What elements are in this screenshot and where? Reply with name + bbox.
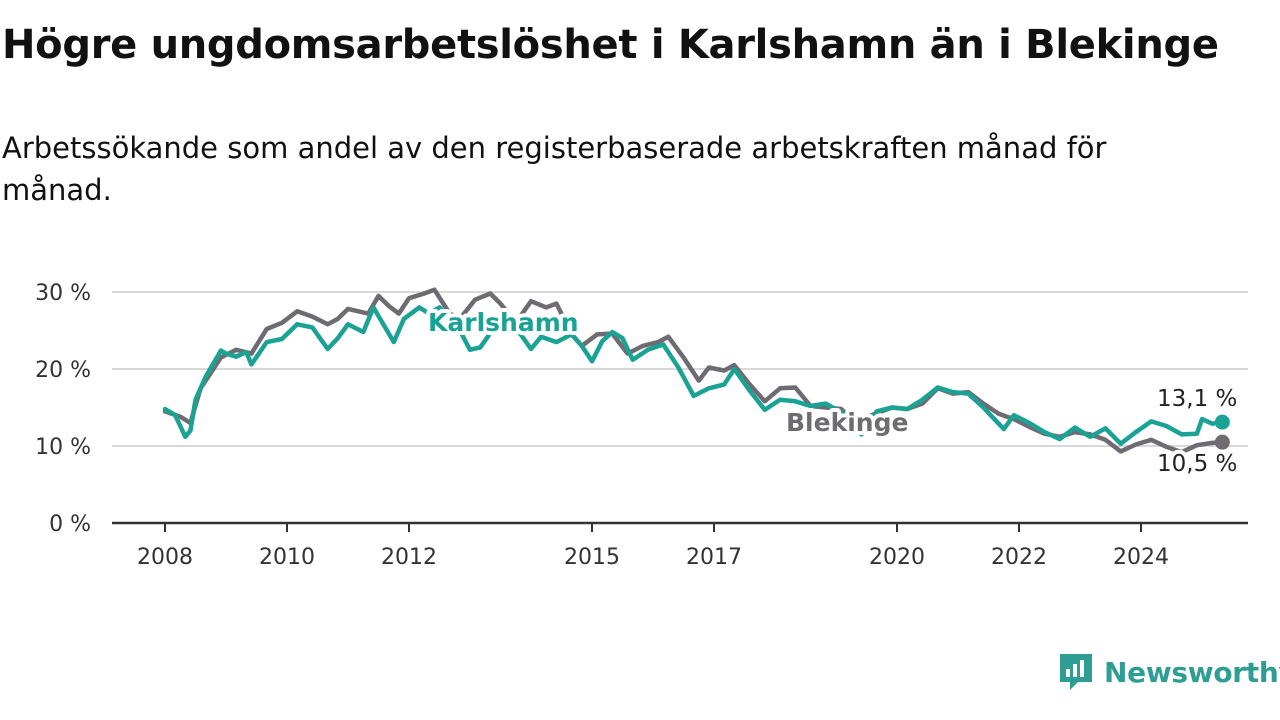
chart-title: Högre ungdomsarbetslöshet i Karlshamn än… (2, 22, 1219, 68)
x-tick-label: 2020 (869, 545, 925, 570)
x-tick-label: 2010 (259, 545, 315, 570)
newsworthy-logo-icon (1060, 654, 1092, 690)
y-tick-label: 0 % (49, 512, 91, 537)
series-lines (162, 287, 1230, 455)
end-point-blekinge (1214, 434, 1230, 450)
x-tick-label: 2017 (686, 545, 742, 570)
series-line-blekinge (162, 287, 1225, 455)
end-value-label-karlshamn: 13,1 % (1157, 386, 1237, 412)
x-tick-label: 2024 (1113, 545, 1169, 570)
x-tick-label: 2008 (137, 545, 193, 570)
newsworthy-brand: Newsworthy (1058, 652, 1280, 692)
chart-subtitle: Arbetssökande som andel av den registerb… (2, 131, 1107, 207)
series-label-blekinge: Blekinge (786, 408, 908, 437)
x-tick-label: 2012 (381, 545, 437, 570)
inline-labels: Karlshamn Blekinge 13,1 % 10,5 % (424, 304, 1241, 481)
series-label-karlshamn: Karlshamn (428, 308, 579, 337)
y-tick-label: 10 % (35, 435, 91, 460)
series-line-karlshamn (162, 305, 1225, 446)
x-tick-label: 2022 (991, 545, 1047, 570)
y-tick-label: 30 % (35, 281, 91, 306)
axes: 0 % 10 % 20 % 30 % 2008 2010 2012 2015 2017 2020 2… (35, 281, 1248, 570)
x-tick-label: 2015 (564, 545, 620, 570)
brand-name: Newsworthy (1104, 655, 1280, 689)
end-value-label-blekinge: 10,5 % (1157, 451, 1237, 477)
end-point-karlshamn (1214, 414, 1230, 430)
y-tick-label: 20 % (35, 358, 91, 383)
